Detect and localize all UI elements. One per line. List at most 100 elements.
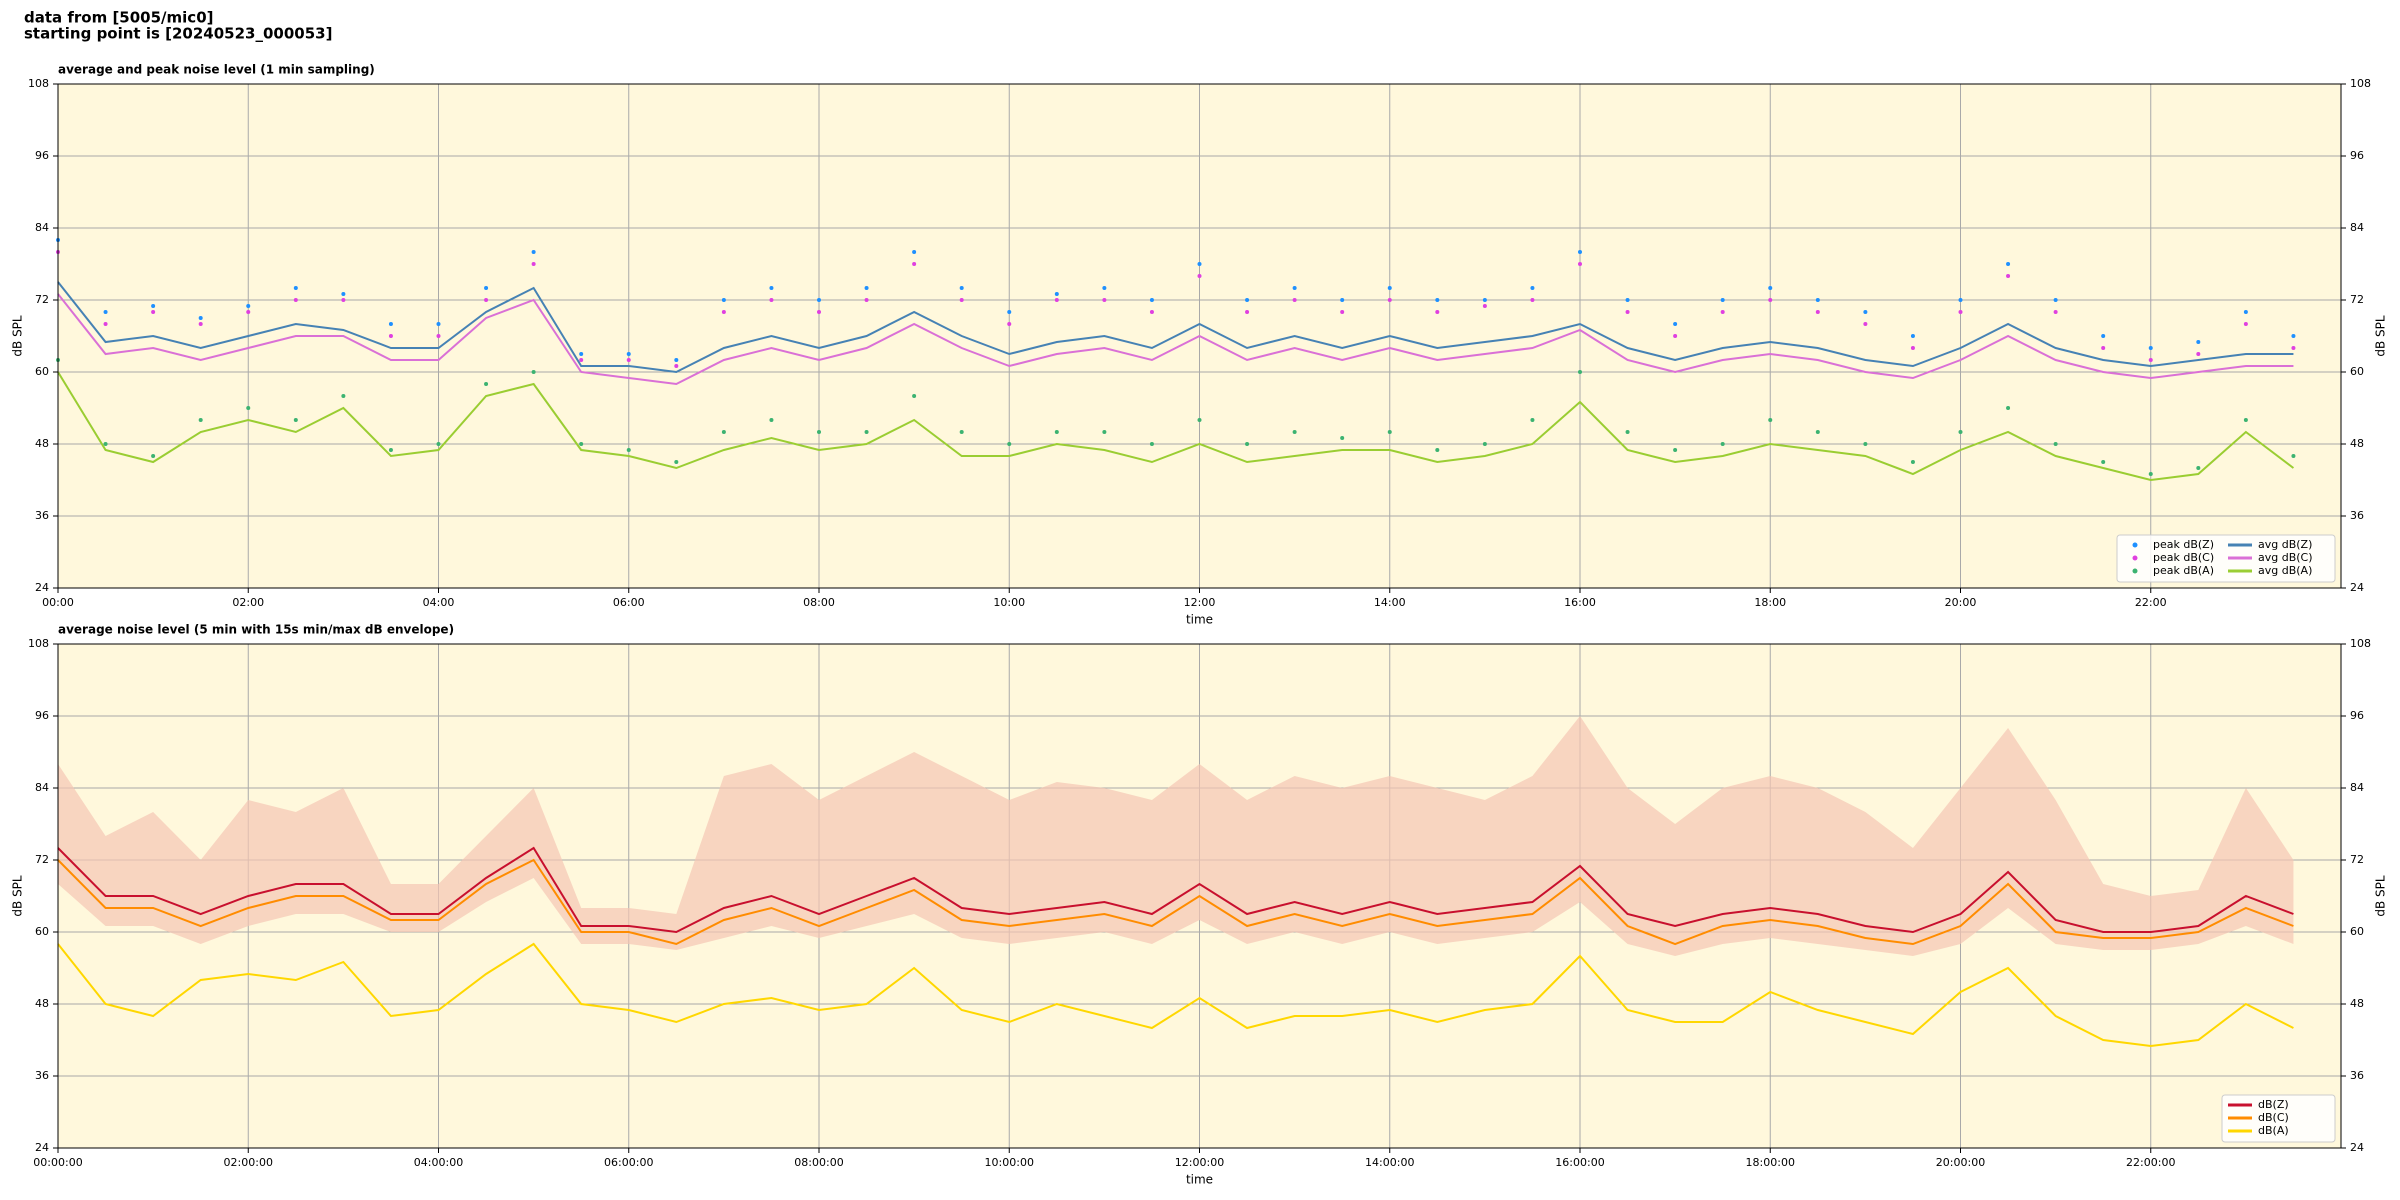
y-tick-label: 24 — [2350, 1141, 2364, 1154]
peak-point — [388, 322, 393, 326]
peak-point — [1578, 250, 1582, 254]
legend-label: peak dB(C) — [2153, 551, 2214, 564]
x-tick-label: 02:00:00 — [224, 1156, 273, 1169]
peak-point — [2101, 334, 2106, 338]
y-tick-label: 84 — [35, 781, 49, 794]
peak-point — [1625, 430, 1630, 434]
y-tick-label: 96 — [2350, 149, 2364, 162]
x-tick-label: 22:00:00 — [2126, 1156, 2175, 1169]
peak-point — [436, 334, 441, 338]
peak-point — [1149, 310, 1154, 314]
y-tick-label: 60 — [35, 365, 49, 378]
peak-point — [2148, 358, 2153, 362]
y-tick-label: 48 — [2350, 437, 2364, 450]
peak-point — [1910, 334, 1915, 338]
peak-point — [1482, 298, 1487, 302]
peak-point — [721, 298, 726, 302]
peak-point — [293, 418, 298, 422]
peak-point — [1863, 442, 1868, 446]
y-tick-label: 96 — [2350, 709, 2364, 722]
peak-point — [1910, 346, 1915, 350]
x-tick-label: 16:00 — [1564, 596, 1596, 609]
peak-point — [1625, 310, 1630, 314]
peak-point — [1815, 298, 1820, 302]
peak-point — [1863, 322, 1868, 326]
x-tick-label: 12:00:00 — [1175, 1156, 1224, 1169]
peak-point — [959, 298, 964, 302]
y-tick-label: 84 — [2350, 781, 2364, 794]
plot-frame — [57, 643, 2342, 1149]
peak-point — [769, 286, 774, 290]
y-tick-label: 72 — [35, 293, 49, 306]
y-tick-label: 96 — [35, 709, 49, 722]
y-axis-label: dB SPL — [2374, 875, 2388, 917]
peak-point — [2053, 298, 2058, 302]
peak-point — [1435, 448, 1440, 452]
peak-point — [151, 304, 156, 308]
legend-label: avg dB(A) — [2258, 564, 2312, 577]
peak-point — [2196, 466, 2201, 470]
peak-point — [1292, 286, 1297, 290]
x-tick-label: 02:00 — [232, 596, 264, 609]
peak-point — [1768, 418, 1773, 422]
legend-label: dB(Z) — [2258, 1098, 2289, 1111]
x-tick-label: 20:00:00 — [1936, 1156, 1985, 1169]
x-tick-label: 06:00 — [613, 596, 645, 609]
y-tick-label: 24 — [35, 581, 49, 594]
peak-point — [1054, 298, 1059, 302]
y-tick-label: 72 — [35, 853, 49, 866]
peak-point — [674, 460, 679, 464]
y-tick-label: 84 — [35, 221, 49, 234]
peak-point — [1387, 430, 1392, 434]
peak-point — [1863, 310, 1868, 314]
x-tick-label: 18:00 — [1754, 596, 1786, 609]
peak-point — [436, 322, 441, 326]
series-line — [57, 942, 2294, 1048]
peak-point — [246, 310, 251, 314]
peak-point — [579, 352, 584, 356]
peak-point — [103, 442, 108, 446]
y-tick-label: 24 — [2350, 581, 2364, 594]
peak-point — [2006, 262, 2011, 266]
peak-point — [626, 448, 631, 452]
x-tick-label: 06:00:00 — [604, 1156, 653, 1169]
peak-point — [674, 358, 679, 362]
peak-point — [1910, 460, 1915, 464]
peak-point — [2148, 346, 2153, 350]
y-tick-label: 108 — [28, 77, 49, 90]
x-axis-label: time — [1186, 613, 1213, 627]
peak-point — [817, 430, 821, 434]
y-tick-label: 36 — [35, 509, 49, 522]
peak-point — [151, 310, 156, 314]
peak-point — [1673, 334, 1678, 338]
series-line — [57, 846, 2294, 934]
peak-point — [1245, 298, 1250, 302]
x-tick-label: 16:00:00 — [1555, 1156, 1604, 1169]
peak-point — [579, 358, 584, 362]
peak-point — [1435, 310, 1440, 314]
peak-point — [817, 310, 821, 314]
y-tick-label: 60 — [2350, 365, 2364, 378]
peak-point — [1007, 310, 1012, 314]
peak-point — [674, 364, 679, 368]
peak-point — [864, 430, 869, 434]
peak-point — [864, 286, 869, 290]
peak-point — [2243, 322, 2248, 326]
peak-point — [626, 358, 631, 362]
peak-point — [1673, 322, 1678, 326]
y-tick-label: 48 — [2350, 997, 2364, 1010]
chart-title: average and peak noise level (1 min samp… — [58, 63, 375, 77]
peak-point — [912, 262, 917, 266]
peak-point — [2291, 334, 2296, 338]
y-tick-label: 36 — [35, 1069, 49, 1082]
legend-marker — [2132, 568, 2138, 574]
x-tick-label: 10:00:00 — [985, 1156, 1034, 1169]
peak-point — [769, 418, 774, 422]
peak-point — [626, 352, 631, 356]
y-tick-label: 72 — [2350, 853, 2364, 866]
peak-point — [1292, 298, 1297, 302]
peak-point — [1340, 310, 1345, 314]
peak-point — [341, 292, 346, 296]
peak-point — [388, 334, 393, 338]
